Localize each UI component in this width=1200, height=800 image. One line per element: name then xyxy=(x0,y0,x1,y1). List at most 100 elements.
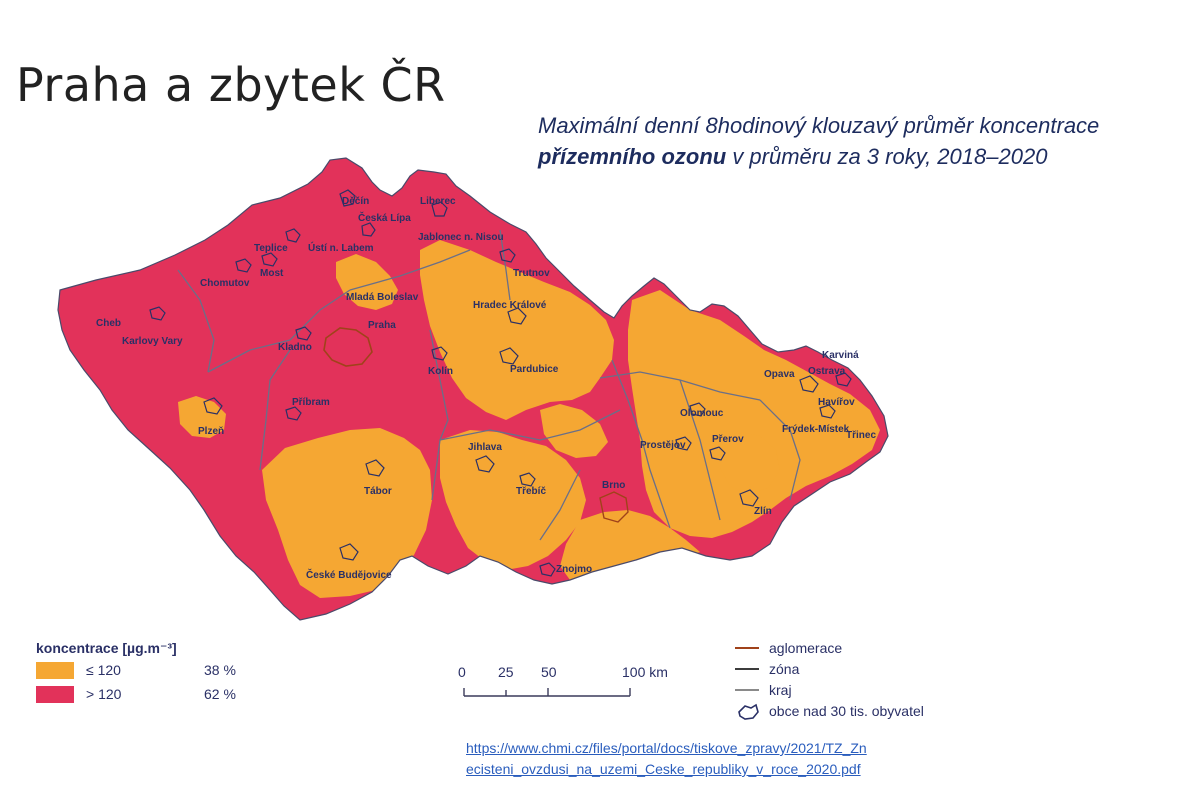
scale-tick-label: 50 xyxy=(541,664,557,680)
municipality-outline xyxy=(475,455,495,473)
scale-tick-label: 0 xyxy=(458,664,466,680)
kraj-boundary-line xyxy=(349,249,471,291)
city-label: Brno xyxy=(602,480,625,491)
source-link[interactable]: https://www.chmi.cz/files/portal/docs/ti… xyxy=(466,738,946,780)
boundary-item-obce: obce nad 30 tis. obyvatel xyxy=(735,701,995,722)
kraj-boundary-line xyxy=(539,469,581,541)
city-label: Přerov xyxy=(712,434,744,445)
legend-label: ≤ 120 xyxy=(86,662,121,678)
subtitle-bold: přízemního ozonu xyxy=(538,144,727,169)
low-area-north-bohemia xyxy=(336,254,398,310)
city-label: Pardubice xyxy=(510,364,559,375)
municipality-outline xyxy=(519,472,536,487)
kraj-boundary-line xyxy=(259,349,291,471)
municipality-outline xyxy=(507,307,527,325)
city-label: Jihlava xyxy=(468,442,502,453)
city-label: Hradec Králové xyxy=(473,300,547,311)
city-label: Třinec xyxy=(846,430,876,441)
boundary-label: obce nad 30 tis. obyvatel xyxy=(769,703,924,719)
subtitle-rest: v průměru za 3 roky, 2018–2020 xyxy=(726,144,1048,169)
aglomerace-line-icon xyxy=(735,647,759,649)
boundary-label: aglomerace xyxy=(769,640,843,656)
kraj-boundary-line xyxy=(759,399,801,501)
low-area-west-bohemia xyxy=(178,396,226,438)
legend-swatch-high xyxy=(36,686,74,703)
low-area-south-bohemia xyxy=(262,428,432,598)
municipality-outline xyxy=(709,446,726,461)
legend-swatch-low xyxy=(36,662,74,679)
municipality-outline xyxy=(365,459,385,477)
city-label: Praha xyxy=(368,320,396,331)
municipality-outline xyxy=(361,222,376,237)
source-link-line1: https://www.chmi.cz/files/portal/docs/ti… xyxy=(466,740,867,756)
subtitle-line1: Maximální denní 8hodinový klouzavý průmě… xyxy=(538,113,1100,138)
low-area-east-bohemia xyxy=(420,240,614,420)
scale-tick-label: 25 xyxy=(498,664,514,680)
kraj-boundary-line xyxy=(679,379,721,521)
city-label: Ústí n. Labem xyxy=(308,241,374,254)
city-label: Znojmo xyxy=(556,564,592,575)
municipality-outline xyxy=(339,189,356,207)
municipality-outline xyxy=(285,228,301,243)
municipality-outline-icon xyxy=(738,703,759,720)
city-label: Frýdek-Místek xyxy=(782,424,850,435)
praha-agglomeration-outline xyxy=(323,327,373,367)
city-label: Mladá Boleslav xyxy=(346,292,419,303)
municipality-outline xyxy=(499,347,519,365)
municipality-outline xyxy=(835,372,852,387)
low-area-moravia xyxy=(628,290,880,538)
scale-bar: 0 25 50 100 km xyxy=(440,660,700,705)
city-label: Trutnov xyxy=(513,268,550,279)
zona-line-icon xyxy=(735,668,759,670)
city-label: Prostějov xyxy=(640,440,686,451)
low-area-south-moravia xyxy=(560,510,700,580)
municipality-outline xyxy=(261,252,278,267)
boundary-item-zona: zóna xyxy=(735,659,995,680)
kraj-boundary-line xyxy=(177,269,215,373)
boundary-item-aglomerace: aglomerace xyxy=(735,638,995,659)
city-label: Třebíč xyxy=(516,486,546,497)
legend-item-low: ≤ 120 38 % xyxy=(36,660,296,680)
boundary-label: zóna xyxy=(769,661,800,677)
municipality-outline xyxy=(675,436,692,451)
legend-share: 38 % xyxy=(204,662,236,678)
scale-tick-label: 100 km xyxy=(622,664,668,680)
kraj-line-icon xyxy=(735,689,759,691)
municipality-outline xyxy=(339,543,359,561)
municipality-outline xyxy=(431,201,448,217)
city-label: Karlovy Vary xyxy=(122,336,183,347)
legend-title: koncentrace [µg.m⁻³] xyxy=(36,640,177,656)
boundary-label: kraj xyxy=(769,682,792,698)
kraj-boundary-line xyxy=(611,359,671,529)
municipality-outline xyxy=(499,248,516,263)
city-label: Liberec xyxy=(420,196,456,207)
city-label: Česká Lípa xyxy=(358,211,411,224)
city-label: Jablonec n. Nisou xyxy=(418,232,504,243)
municipality-outline xyxy=(285,406,302,421)
municipality-outline xyxy=(295,326,312,341)
municipality-outline xyxy=(235,258,252,273)
city-label: Kolín xyxy=(428,366,453,377)
city-label: Most xyxy=(260,268,284,279)
municipality-outline xyxy=(431,346,448,361)
city-label: Karviná xyxy=(822,350,859,361)
kraj-boundary-line xyxy=(429,329,449,501)
boundary-legend: aglomerace zóna kraj obce nad 30 tis. ob… xyxy=(735,638,995,722)
municipality-outlines xyxy=(149,189,852,577)
city-label: Plzeň xyxy=(198,426,224,437)
legend-label: > 120 xyxy=(86,686,122,702)
kraj-boundary-line xyxy=(439,409,621,441)
city-label: Havířov xyxy=(818,397,855,408)
city-label: Ostrava xyxy=(808,366,846,377)
map-subtitle: Maximální denní 8hodinový klouzavý průmě… xyxy=(538,110,1198,172)
low-concentration-areas xyxy=(178,240,880,598)
municipality-outline xyxy=(689,402,706,417)
scale-bar-graphic xyxy=(463,688,631,697)
city-labels: Děčín Česká Lípa Liberec Jablonec n. Nis… xyxy=(96,196,876,581)
boundary-item-kraj: kraj xyxy=(735,680,995,701)
municipality-outline xyxy=(149,306,166,321)
city-label: Opava xyxy=(764,369,795,380)
municipality-outline xyxy=(819,404,836,419)
municipality-outline xyxy=(539,562,556,577)
